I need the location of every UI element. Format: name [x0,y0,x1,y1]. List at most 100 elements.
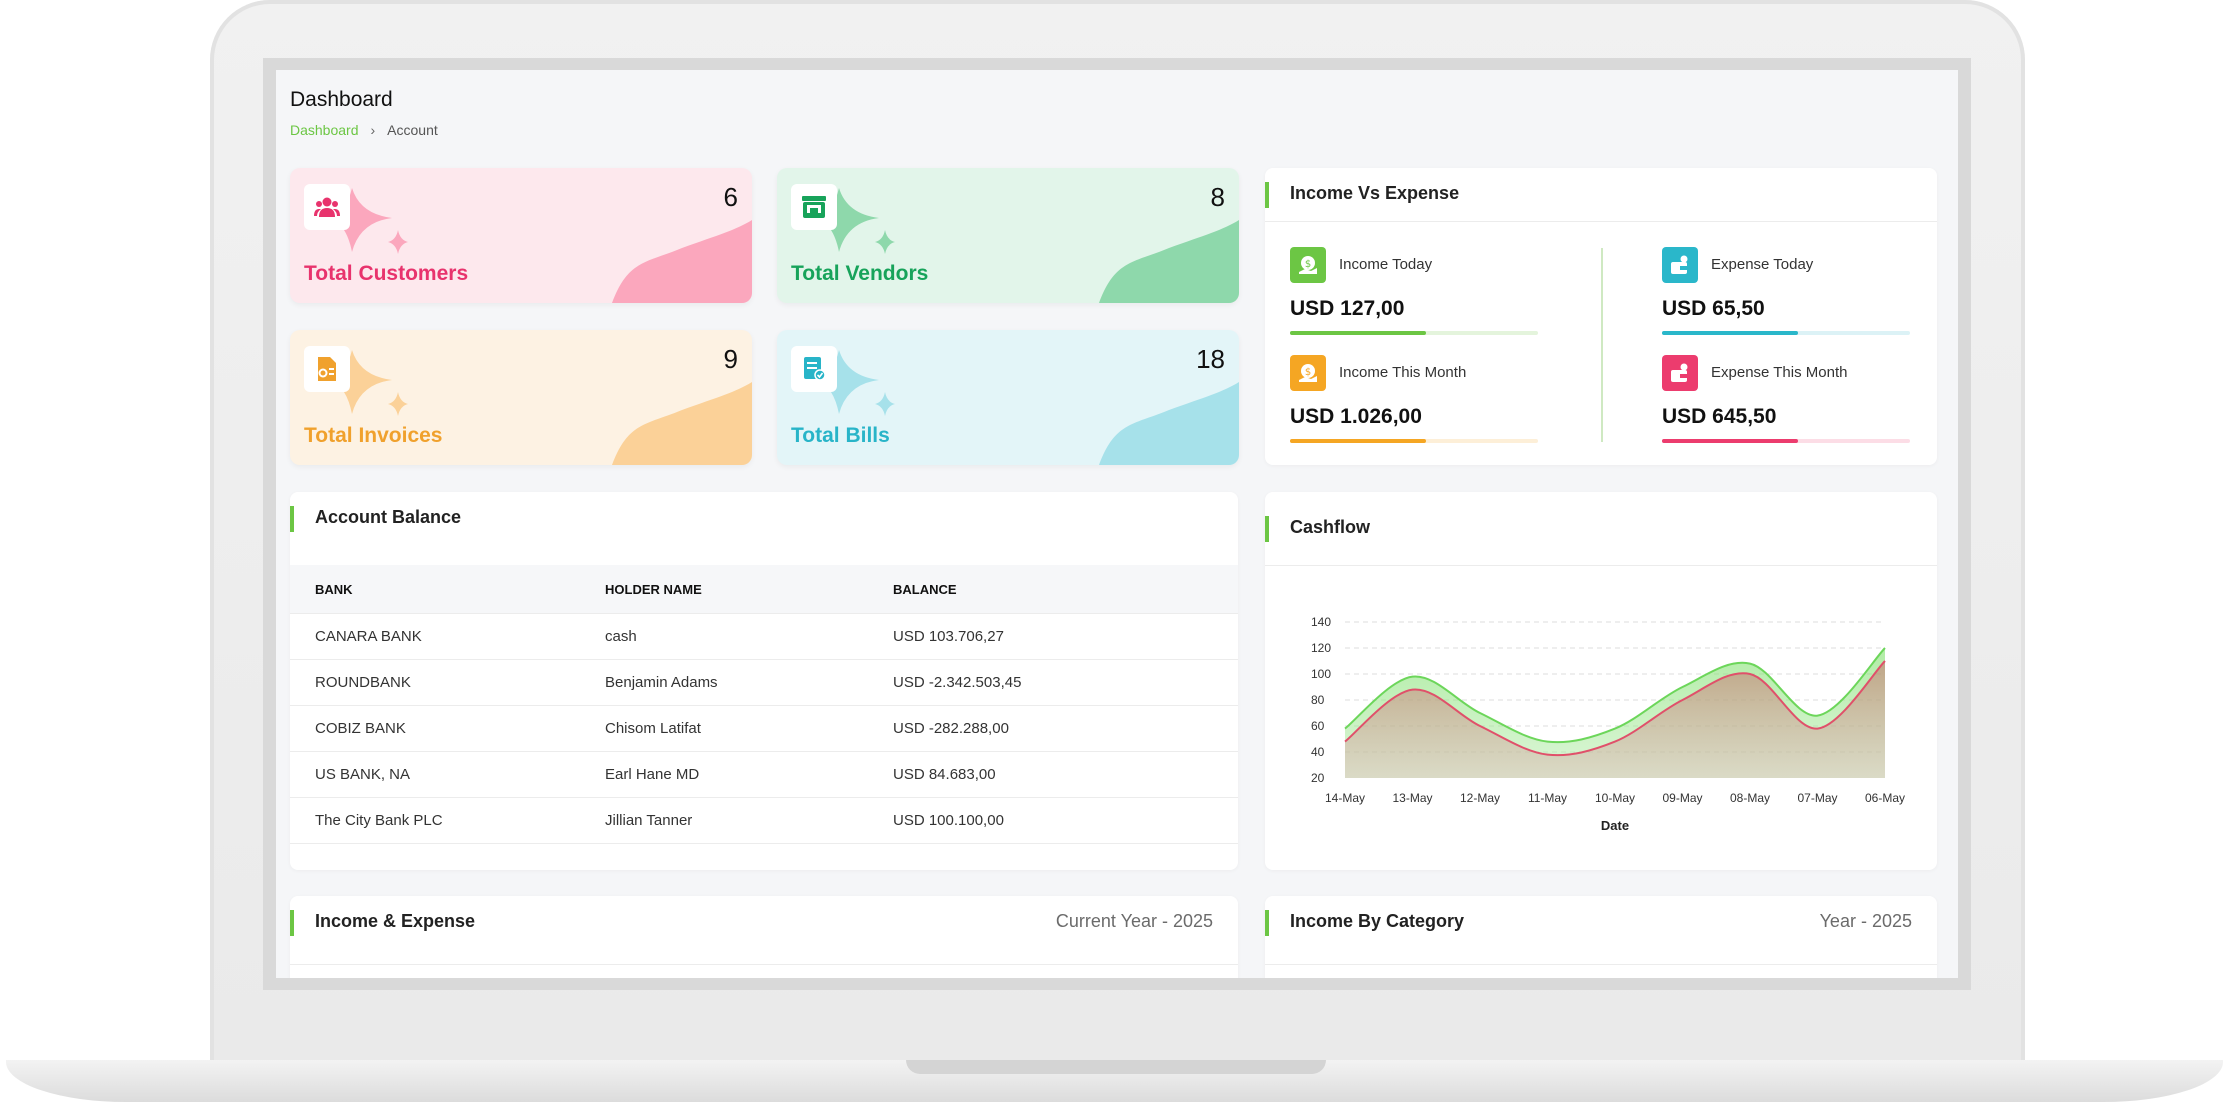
balance-cell: USD -2.342.503,45 [893,659,1238,706]
table-row[interactable]: US BANK, NA Earl Hane MD USD 84.683,00 [290,751,1238,798]
y-tick-label: 40 [1311,745,1325,759]
progress-fill [1662,439,1799,443]
stat-card-decoration [328,350,752,465]
income-by-category-card: Income By Category Year - 2025 [1265,896,1937,978]
invoice-icon [304,346,350,392]
stat-card-decoration [815,188,1239,303]
y-tick-label: 140 [1311,615,1331,629]
bank-cell: ROUNDBANK [290,659,605,706]
period-label: Current Year - 2025 [1055,911,1213,931]
y-tick-label: 60 [1311,719,1325,733]
card-header: Account Balance [290,492,1238,545]
card-title: Income By Category [1290,911,1465,931]
breadcrumb: Dashboard › Account [290,122,438,138]
accent-bar [1265,516,1269,542]
progress-track [1290,439,1538,443]
y-tick-label: 100 [1311,667,1331,681]
stat-label: Total Customers [304,262,469,285]
x-tick-label: 14-May [1325,791,1365,805]
table-row[interactable]: ROUNDBANK Benjamin Adams USD -2.342.503,45 [290,659,1238,706]
table-header-row: BANK HOLDER NAME BALANCE [290,565,1238,614]
bank-cell: US BANK, NA [290,751,605,798]
table-row[interactable]: COBIZ BANK Chisom Latifat USD -282.288,00 [290,705,1238,752]
income-icon: $ [1290,355,1326,391]
card-header: Income Vs Expense [1265,168,1937,222]
column-header-bank[interactable]: BANK [290,565,605,614]
x-tick-label: 09-May [1662,791,1702,805]
balance-cell: USD 84.683,00 [893,751,1238,798]
stat-label: Total Invoices [304,424,443,447]
accent-bar [1265,910,1269,936]
dashboard-screen: Dashboard Dashboard › Account 6 Total Cust… [276,70,1958,978]
bank-cell: COBIZ BANK [290,705,605,752]
card-header: Cashflow [1265,492,1937,566]
x-tick-label: 13-May [1392,791,1432,805]
accent-bar [290,506,294,532]
balance-cell: USD 100.100,00 [893,797,1238,844]
page-title: Dashboard [290,88,393,111]
y-tick-label: 120 [1311,641,1331,655]
card-title: Account Balance [315,507,462,527]
income-icon: $ [1290,247,1326,283]
accent-bar [1265,182,1269,208]
bank-cell: The City Bank PLC [290,797,605,844]
progress-track [1662,331,1910,335]
x-tick-label: 07-May [1797,791,1837,805]
bank-cell: CANARA BANK [290,613,605,660]
stat-value: 9 [723,344,738,374]
stat-card-bills[interactable]: 18 Total Bills [777,330,1239,465]
users-icon [304,184,350,230]
series-line [1344,660,1886,757]
expense-month-value: USD 645,50 [1662,405,1777,428]
holder-cell: Earl Hane MD [605,751,893,798]
account-balance-card: Account Balance BANK HOLDER NAME BALANCE… [290,492,1238,870]
x-axis-label: Date [1601,818,1629,833]
stat-value: 6 [723,182,738,212]
holder-cell: cash [605,613,893,660]
stat-value: 8 [1210,182,1225,212]
holder-cell: Benjamin Adams [605,659,893,706]
account-balance-table: BANK HOLDER NAME BALANCE CANARA BANK cash… [290,565,1238,844]
income-today-value: USD 127,00 [1290,297,1405,320]
y-tick-label: 80 [1311,693,1325,707]
table-row[interactable]: CANARA BANK cash USD 103.706,27 [290,613,1238,660]
card-title: Income Vs Expense [1290,183,1460,203]
series-area [1345,661,1885,778]
stat-card-customers[interactable]: 6 Total Customers [290,168,752,303]
x-tick-label: 12-May [1460,791,1500,805]
expense-today-label: Expense Today [1711,256,1814,273]
progress-fill [1290,439,1427,443]
svg-text:$: $ [1305,367,1311,378]
progress-fill [1662,331,1799,335]
stat-card-invoices[interactable]: 9 Total Invoices [290,330,752,465]
x-tick-label: 11-May [1528,791,1567,805]
income-vs-expense-card: Income Vs Expense $ Income Today USD 127… [1265,168,1937,465]
card-header: Income & Expense Current Year - 2025 [290,896,1238,965]
stat-card-vendors[interactable]: 8 Total Vendors [777,168,1239,303]
expense-month-label: Expense This Month [1711,364,1848,381]
accent-bar [290,910,294,936]
card-header: Income By Category Year - 2025 [1265,896,1937,965]
store-icon [791,184,837,230]
divider [1601,248,1603,442]
svg-text:$: $ [1305,259,1311,270]
holder-cell: Jillian Tanner [605,797,893,844]
breadcrumb-current: Account [387,122,438,138]
stat-card-decoration [328,188,752,303]
column-header-holder[interactable]: HOLDER NAME [605,565,893,614]
x-tick-label: 10-May [1595,791,1635,805]
income-month-value: USD 1.026,00 [1290,405,1422,428]
income-today-label: Income Today [1339,256,1433,273]
stat-card-decoration [815,350,1239,465]
breadcrumb-dashboard-link[interactable]: Dashboard [290,122,359,138]
table-row[interactable]: The City Bank PLC Jillian Tanner USD 100.1… [290,797,1238,844]
column-header-balance[interactable]: BALANCE [893,565,1238,614]
bill-icon [791,346,837,392]
series-line [1344,647,1886,744]
progress-fill [1290,331,1427,335]
laptop-notch [906,1060,1326,1074]
cashflow-card: Cashflow 20 40 60 80 100 120 140 14-May 13-May 12… [1265,492,1937,870]
income-month-label: Income This Month [1339,364,1467,381]
chevron-right-icon: › [370,122,376,138]
holder-cell: Chisom Latifat [605,705,893,752]
